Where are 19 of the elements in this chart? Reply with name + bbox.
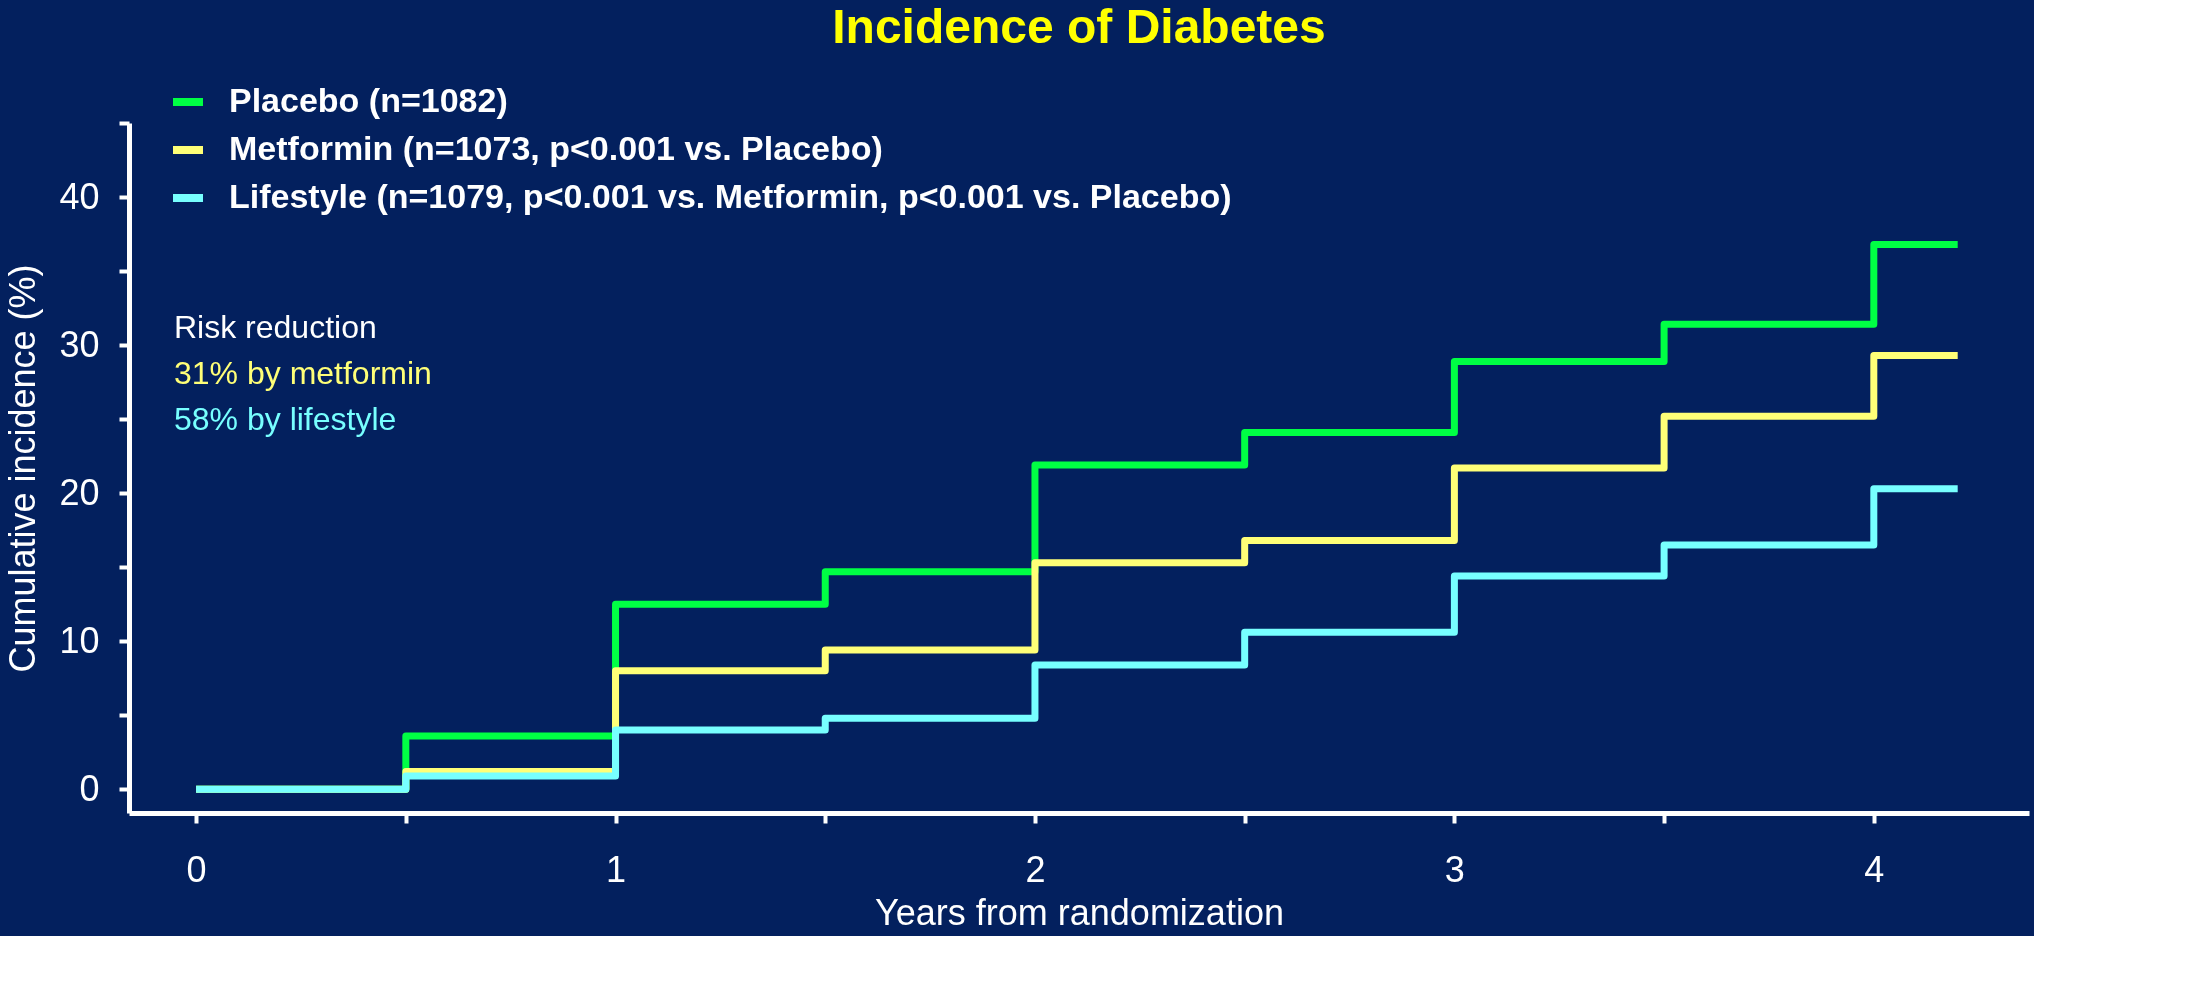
x-tick-label: 2 xyxy=(1025,848,1046,890)
y-tick-label: 40 xyxy=(59,175,100,217)
x-tick-label: 3 xyxy=(1444,848,1465,890)
y-tick-label: 20 xyxy=(59,471,100,513)
legend-label: Lifestyle (n=1079, p<0.001 vs. Metformin, p<0.001 vs. Placebo) xyxy=(229,177,1232,215)
legend-label: Metformin (n=1073, p<0.001 vs. Placebo) xyxy=(229,129,883,167)
x-tick-label: 4 xyxy=(1864,848,1885,890)
y-axis-title: Cumulative incidence (%) xyxy=(2,264,44,673)
x-tick-label: 1 xyxy=(606,848,627,890)
annotation: Risk reduction xyxy=(174,309,377,345)
y-tick-label: 10 xyxy=(59,619,100,661)
chart-title: Incidence of Diabetes xyxy=(832,0,1326,53)
y-tick-label: 30 xyxy=(59,323,100,365)
x-tick-label: 0 xyxy=(186,848,207,890)
y-tick-label: 0 xyxy=(79,767,100,809)
x-axis-title: Years from randomization xyxy=(875,891,1284,933)
legend-label: Placebo (n=1082) xyxy=(229,81,508,119)
annotation: 31% by metformin xyxy=(174,355,432,391)
annotation: 58% by lifestyle xyxy=(174,401,397,437)
